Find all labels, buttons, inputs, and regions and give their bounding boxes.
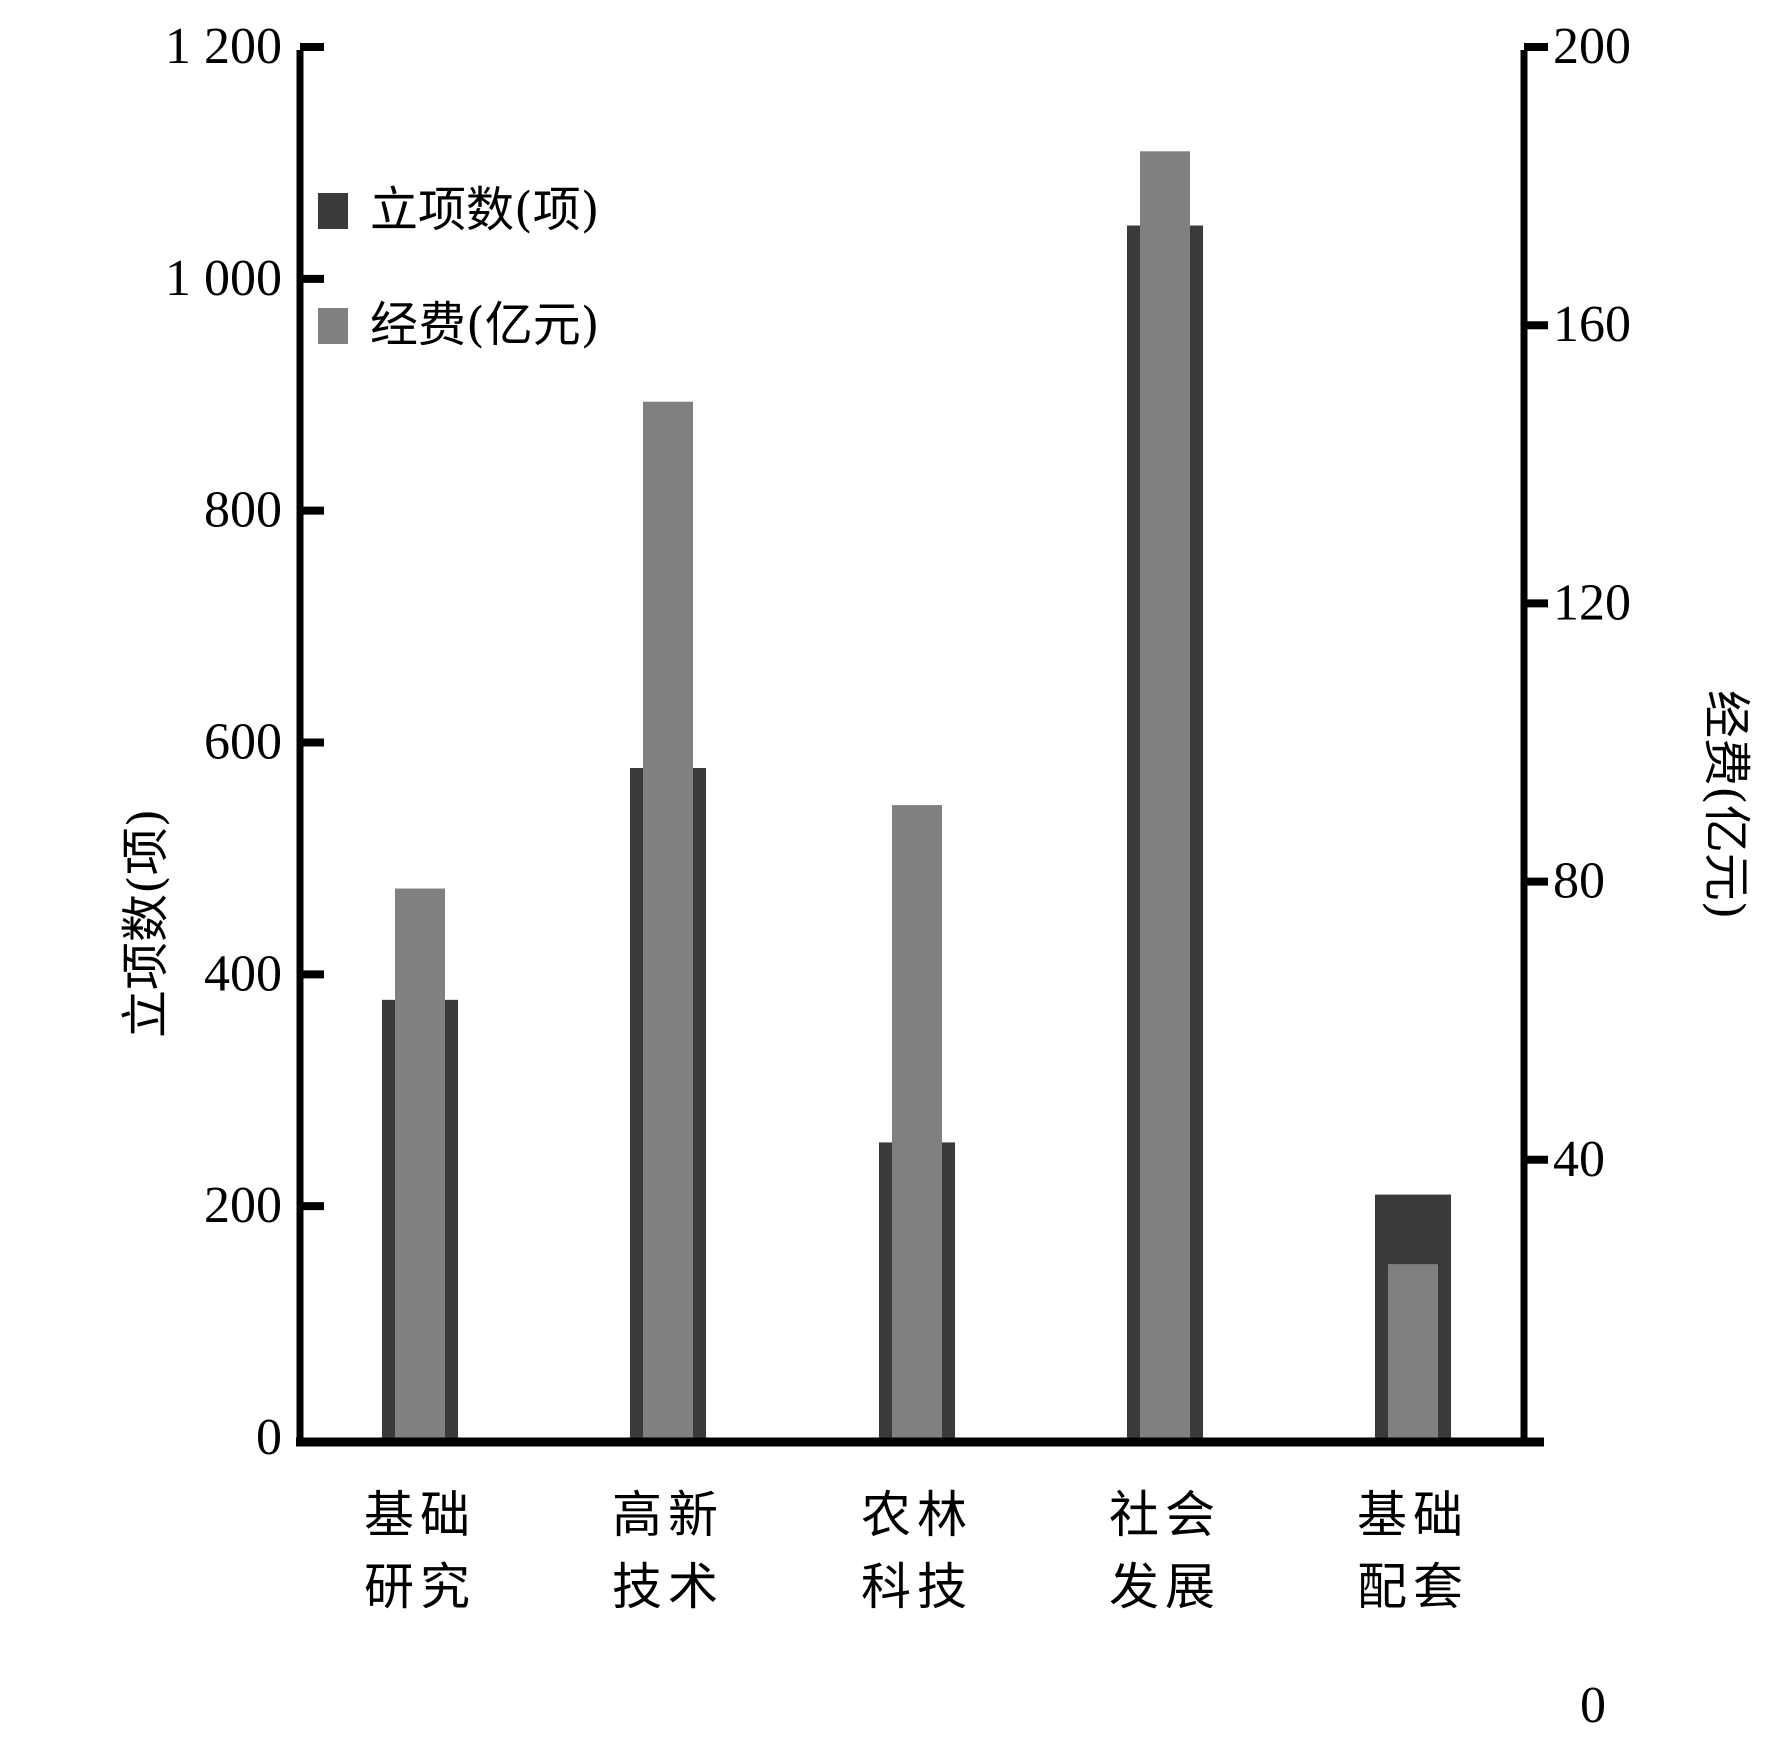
left-tick-label: 200 xyxy=(204,1177,282,1234)
right-tick-label: 120 xyxy=(1553,574,1631,631)
x-category-label: 高新 xyxy=(612,1486,724,1544)
right-tick-label: 40 xyxy=(1553,1131,1605,1188)
bar-funding xyxy=(1140,151,1190,1439)
left-y-ticks: 0 200 400 600 800 1 000 1 200 xyxy=(165,18,324,1466)
legend-label-projects: 立项数(项) xyxy=(370,182,599,238)
bar-funding xyxy=(1388,1264,1438,1438)
bar-funding xyxy=(395,888,445,1438)
left-y-axis-title: 立项数(项) xyxy=(118,809,174,1038)
bars-group xyxy=(382,151,1451,1439)
left-tick-label: 0 xyxy=(256,1409,282,1466)
x-category-label: 配套 xyxy=(1357,1558,1469,1616)
x-category-label: 发展 xyxy=(1109,1558,1221,1616)
x-category-label: 农林 xyxy=(861,1486,973,1544)
left-tick-label: 600 xyxy=(204,714,282,771)
legend-swatch-funding xyxy=(318,308,348,344)
legend: 立项数(项) 经费(亿元) xyxy=(318,182,599,353)
x-category-label: 研究 xyxy=(364,1558,476,1616)
bar-funding xyxy=(643,401,693,1439)
x-category-label: 社会 xyxy=(1109,1486,1221,1544)
right-tick-label: 80 xyxy=(1553,853,1605,910)
legend-label-funding: 经费(亿元) xyxy=(370,297,599,353)
right-tick-label: 200 xyxy=(1553,18,1631,75)
left-tick-label: 400 xyxy=(204,945,282,1002)
x-category-label: 基础 xyxy=(1357,1486,1469,1544)
x-category-label: 技术 xyxy=(612,1558,724,1616)
x-category-label: 科技 xyxy=(861,1558,973,1616)
right-tick-label: 0 xyxy=(1580,1677,1606,1734)
x-category-label: 基础 xyxy=(364,1486,476,1544)
bar-funding xyxy=(892,805,942,1438)
legend-swatch-projects xyxy=(318,193,348,229)
right-tick-label: 160 xyxy=(1553,296,1631,353)
right-y-ticks: 0 40 80 120 160 200 xyxy=(1524,18,1631,1734)
left-tick-label: 1 200 xyxy=(165,18,282,75)
left-tick-label: 800 xyxy=(204,482,282,539)
left-tick-label: 1 000 xyxy=(165,250,282,307)
right-y-axis-title: 经费(亿元) xyxy=(1698,690,1754,919)
